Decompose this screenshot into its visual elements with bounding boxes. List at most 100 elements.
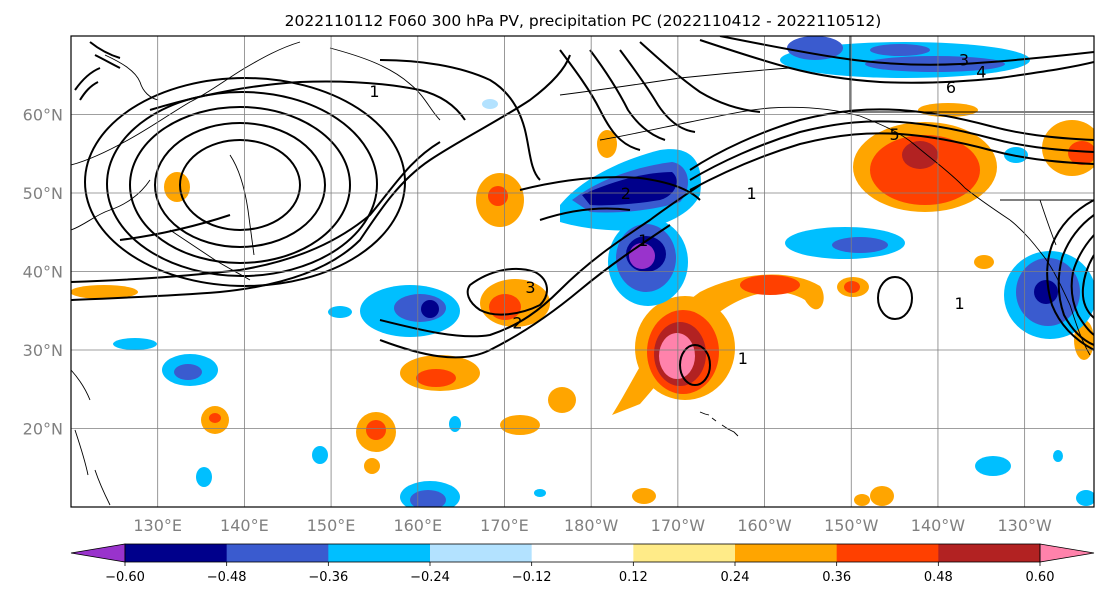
- precip-blob: [500, 415, 540, 435]
- coastline-alaska-west: [559, 67, 791, 96]
- colorbar: [70, 543, 1095, 563]
- colorbar-tick-label: −0.24: [410, 570, 450, 585]
- lon-tick-label: 160°W: [737, 516, 792, 535]
- lon-tick-label: 170°W: [651, 516, 706, 535]
- precip-blob: [366, 420, 386, 440]
- lat-tick-label: 30°N: [23, 341, 63, 360]
- coastline-kamchatka: [329, 47, 441, 121]
- pv-contour: [106, 91, 378, 277]
- pv-contours: [71, 36, 1094, 386]
- pv-contour: [559, 49, 641, 151]
- precip-blob: [209, 413, 221, 423]
- precip-blob: [196, 467, 212, 487]
- colorbar-tick-label: 0.24: [721, 570, 750, 585]
- lat-tick-label: 40°N: [23, 263, 63, 282]
- pv-contour: [466, 267, 548, 316]
- pv-contour: [119, 214, 231, 241]
- colorbar-segment: [735, 544, 838, 562]
- pv-contour: [154, 122, 326, 248]
- pv-contour: [539, 207, 631, 221]
- coastline-asia: [71, 41, 301, 166]
- pv-contour: [149, 80, 466, 121]
- precip-blob: [870, 486, 894, 506]
- precip-blob: [870, 135, 980, 205]
- colorbar-tick-labels: −0.60 −0.48 −0.36 −0.24 −0.12 0.12 0.24 0.36 0.4…: [105, 562, 1054, 585]
- lat-tick-label: 20°N: [23, 420, 63, 439]
- lon-tick-label: 180°W: [564, 516, 619, 535]
- lon-tick-label: 160°E: [393, 516, 442, 535]
- precip-blob: [1076, 490, 1094, 506]
- colorbar-extend-low: [70, 543, 126, 563]
- colorbar-segment: [633, 544, 736, 562]
- precip-blob: [1034, 280, 1058, 304]
- pv-contour: [1057, 214, 1094, 346]
- pv-contour-label: 3: [959, 51, 969, 70]
- precip-blob: [832, 237, 888, 253]
- pv-contour: [1081, 254, 1094, 319]
- pv-contour: [639, 41, 761, 113]
- lon-tick-label: 140°E: [220, 516, 269, 535]
- pv-contour: [379, 59, 541, 181]
- colorbar-segment: [328, 544, 431, 562]
- colorbar-tick-label: −0.48: [207, 570, 247, 585]
- precip-blob: [364, 458, 380, 474]
- precip-blob: [312, 446, 328, 464]
- precip-blob: [870, 44, 930, 56]
- precip-blob: [597, 130, 617, 158]
- pv-contour: [877, 276, 913, 320]
- pv-contour-label: 6: [946, 78, 956, 97]
- precip-blob: [482, 99, 498, 109]
- precip-blob: [410, 490, 446, 507]
- lon-tick-label: 130°W: [997, 516, 1052, 535]
- precip-blob: [416, 369, 456, 387]
- pv-contour: [689, 132, 1094, 191]
- pv-contour: [589, 49, 666, 141]
- pv-contour-label: 5: [890, 125, 900, 144]
- pv-contour: [619, 49, 696, 133]
- precip-blob: [113, 338, 157, 350]
- precip-blob: [174, 364, 202, 380]
- colorbar-tick-label: −0.12: [512, 570, 552, 585]
- precip-blob: [740, 275, 800, 295]
- latitude-labels: 60°N 50°N 40°N 30°N 20°N: [23, 106, 63, 439]
- precip-blob: [1053, 450, 1063, 462]
- coastline-hawaii: [699, 411, 739, 437]
- colorbar-extend-high: [1039, 543, 1095, 563]
- precip-blob: [1068, 141, 1094, 165]
- pv-contour: [679, 344, 711, 386]
- colorbar-tick-label: −0.60: [105, 570, 145, 585]
- pv-contour: [74, 67, 101, 101]
- colorbar-segment: [531, 544, 634, 562]
- lon-tick-label: 140°W: [911, 516, 966, 535]
- precip-blob: [844, 281, 860, 293]
- lat-tick-label: 60°N: [23, 106, 63, 125]
- precip-blob: [902, 141, 938, 169]
- pv-contour-label: 1: [738, 349, 748, 368]
- pv-contour: [689, 108, 1094, 171]
- colorbar-tick-label: −0.36: [308, 570, 348, 585]
- pv-contour-label: 4: [976, 62, 986, 81]
- pv-contour-label: 2: [621, 184, 631, 203]
- pv-contour: [129, 106, 351, 264]
- precipitation-shading: [71, 36, 1094, 507]
- precip-blob: [534, 489, 546, 497]
- precip-blob: [164, 172, 190, 202]
- precip-blob: [488, 186, 508, 206]
- map-border: [70, 35, 1095, 508]
- precip-blob: [421, 300, 439, 318]
- pv-contour: [179, 139, 301, 231]
- gridlines: [71, 36, 1094, 507]
- colorbar-tick-label: 0.36: [822, 570, 851, 585]
- pv-contour: [689, 120, 1094, 181]
- pv-contour: [89, 41, 121, 69]
- precip-blob: [632, 488, 656, 504]
- pv-contour: [379, 224, 671, 359]
- pv-contour: [1046, 199, 1094, 351]
- pv-contour-label: 2: [512, 314, 522, 333]
- colorbar-frame: [124, 543, 1041, 563]
- coastline-alaska-panhandle: [859, 115, 1011, 221]
- colorbar-segment: [430, 544, 533, 562]
- pv-contour: [1070, 234, 1094, 336]
